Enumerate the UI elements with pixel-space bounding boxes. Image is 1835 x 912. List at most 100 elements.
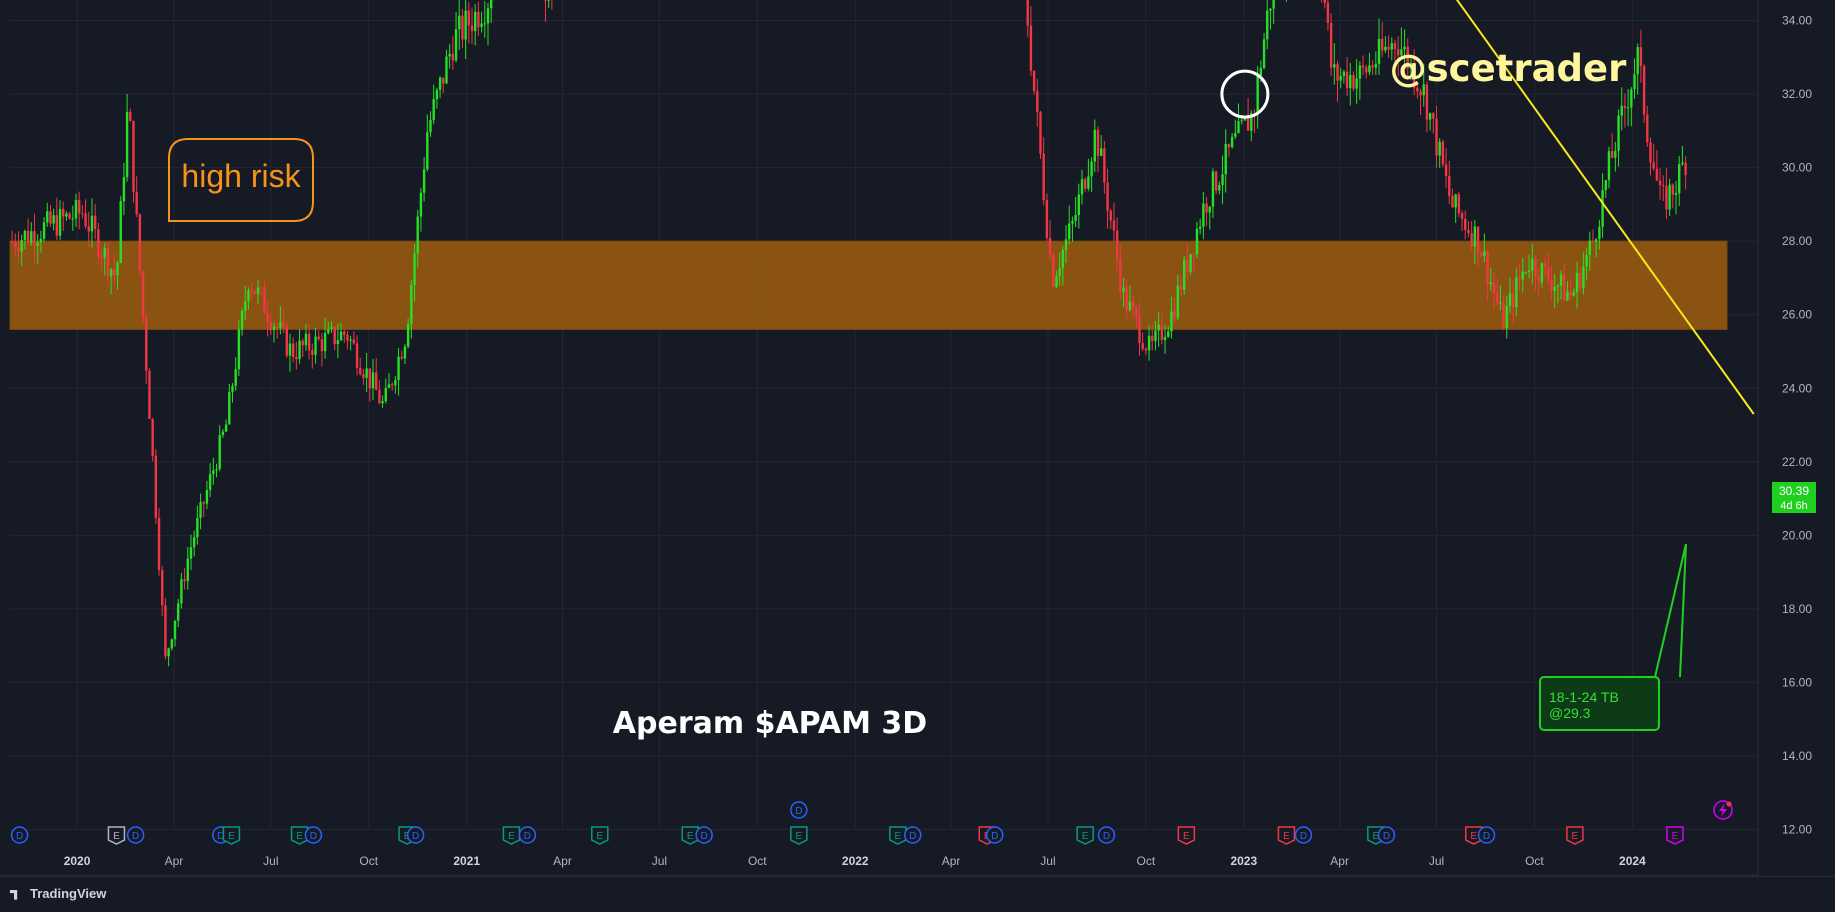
dividend-marker-2[interactable]: D bbox=[128, 827, 144, 843]
high-risk-label: high risk bbox=[181, 158, 301, 194]
dividend-marker-21[interactable]: D bbox=[1098, 827, 1114, 843]
svg-text:E: E bbox=[1082, 831, 1089, 842]
x-tick-label-4: 2021 bbox=[453, 854, 480, 868]
x-tick-label-5: Apr bbox=[553, 854, 572, 868]
bar-countdown: 4d 6h bbox=[1780, 500, 1808, 512]
dividend-marker-28[interactable]: D bbox=[1479, 827, 1495, 843]
dividend-marker-6[interactable]: D bbox=[305, 827, 321, 843]
candle-324 bbox=[1046, 194, 1048, 241]
x-tick-label-13: Apr bbox=[1330, 854, 1349, 868]
candle-48 bbox=[164, 598, 166, 659]
earnings-marker-15[interactable]: E bbox=[791, 827, 807, 844]
x-tick-label-11: Oct bbox=[1137, 854, 1156, 868]
candle-511 bbox=[1643, 64, 1645, 123]
earnings-marker-30[interactable]: E bbox=[1667, 827, 1683, 844]
y-tick-label-19: 18.00 bbox=[1782, 602, 1812, 616]
dividend-marker-24[interactable]: D bbox=[1295, 827, 1311, 843]
candle-44 bbox=[151, 418, 153, 462]
earnings-marker-23[interactable]: E bbox=[1278, 827, 1294, 844]
y-tick-label-18: 20.00 bbox=[1782, 528, 1812, 542]
svg-text:E: E bbox=[895, 831, 902, 842]
dividend-marker-19[interactable]: D bbox=[987, 827, 1003, 843]
svg-text:D: D bbox=[310, 831, 317, 842]
y-tick-label-21: 14.00 bbox=[1782, 749, 1812, 763]
x-tick-label-14: Jul bbox=[1429, 854, 1444, 868]
svg-text:E: E bbox=[1283, 831, 1290, 842]
x-tick-label-3: Oct bbox=[359, 854, 378, 868]
dividend-marker-17[interactable]: D bbox=[905, 827, 921, 843]
x-tick-label-6: Jul bbox=[652, 854, 667, 868]
earnings-marker-22[interactable]: E bbox=[1178, 827, 1194, 844]
svg-text:E: E bbox=[1672, 831, 1679, 842]
svg-text:D: D bbox=[795, 806, 802, 817]
chart-background bbox=[0, 0, 1835, 877]
svg-text:E: E bbox=[296, 831, 303, 842]
svg-text:D: D bbox=[1483, 831, 1490, 842]
dividend-marker-14[interactable]: D bbox=[791, 802, 807, 818]
footer-bar: TradingView bbox=[0, 876, 1835, 912]
candle-40 bbox=[139, 213, 141, 276]
candle-46 bbox=[158, 508, 160, 575]
chart-title: Aperam $APAM 3D bbox=[613, 706, 927, 741]
dividend-marker-26[interactable]: D bbox=[1378, 827, 1394, 843]
dividend-marker-0[interactable]: D bbox=[12, 827, 28, 843]
svg-text:E: E bbox=[596, 831, 603, 842]
dividend-marker-13[interactable]: D bbox=[696, 827, 712, 843]
x-tick-label-0: 2020 bbox=[64, 854, 91, 868]
dividend-marker-8[interactable]: D bbox=[408, 827, 424, 843]
earnings-marker-20[interactable]: E bbox=[1077, 827, 1093, 844]
svg-text:D: D bbox=[909, 831, 916, 842]
y-tick-label-22: 12.00 bbox=[1782, 823, 1812, 837]
tradingview-text: TradingView bbox=[30, 886, 106, 901]
earnings-marker-11[interactable]: E bbox=[592, 827, 608, 844]
earnings-marker-4[interactable]: E bbox=[223, 827, 239, 844]
y-tick-label-15: 26.00 bbox=[1782, 308, 1812, 322]
svg-text:E: E bbox=[1470, 831, 1477, 842]
svg-text:E: E bbox=[228, 831, 235, 842]
y-tick-label-11: 34.00 bbox=[1782, 14, 1812, 28]
x-tick-label-9: Apr bbox=[942, 854, 961, 868]
dividend-marker-10[interactable]: D bbox=[519, 827, 535, 843]
tradingview-icon bbox=[10, 890, 26, 900]
svg-text:E: E bbox=[687, 831, 694, 842]
candle-41 bbox=[142, 270, 144, 324]
svg-text:D: D bbox=[1300, 831, 1307, 842]
note-line-1: 18-1-24 TB bbox=[1549, 689, 1619, 705]
y-tick-label-20: 16.00 bbox=[1782, 675, 1812, 689]
x-tick-label-12: 2023 bbox=[1230, 854, 1257, 868]
x-tick-label-8: 2022 bbox=[842, 854, 869, 868]
price-chart[interactable]: high risk @scetrader Aperam $APAM 3D 18-… bbox=[0, 0, 1835, 877]
last-price: 30.39 bbox=[1779, 484, 1809, 498]
svg-text:D: D bbox=[412, 831, 419, 842]
note-line-2: @29.3 bbox=[1549, 705, 1591, 721]
last-price-label: 30.39 4d 6h bbox=[1772, 482, 1816, 513]
earnings-marker-16[interactable]: E bbox=[890, 827, 906, 844]
x-tick-label-7: Oct bbox=[748, 854, 767, 868]
svg-text:D: D bbox=[1383, 831, 1390, 842]
svg-text:D: D bbox=[16, 831, 23, 842]
y-tick-label-12: 32.00 bbox=[1782, 87, 1812, 101]
candle-448 bbox=[1442, 140, 1444, 167]
svg-text:E: E bbox=[795, 831, 802, 842]
candle-45 bbox=[155, 449, 157, 524]
tradingview-logo[interactable]: TradingView bbox=[10, 886, 106, 901]
y-tick-label-13: 30.00 bbox=[1782, 161, 1812, 175]
x-tick-label-15: Oct bbox=[1525, 854, 1544, 868]
svg-text:E: E bbox=[113, 831, 120, 842]
watermark: @scetrader bbox=[1390, 47, 1628, 90]
candle-320 bbox=[1033, 70, 1035, 94]
x-tick-label-10: Jul bbox=[1040, 854, 1055, 868]
svg-text:E: E bbox=[1183, 831, 1190, 842]
svg-text:D: D bbox=[991, 831, 998, 842]
candle-367 bbox=[1183, 256, 1185, 295]
y-tick-label-14: 28.00 bbox=[1782, 234, 1812, 248]
earnings-marker-29[interactable]: E bbox=[1567, 827, 1583, 844]
x-tick-label-16: 2024 bbox=[1619, 854, 1646, 868]
candle-86 bbox=[286, 323, 288, 358]
candle-322 bbox=[1039, 111, 1041, 159]
candle-326 bbox=[1052, 252, 1054, 289]
svg-text:D: D bbox=[524, 831, 531, 842]
earnings-marker-9[interactable]: E bbox=[503, 827, 519, 844]
svg-text:D: D bbox=[132, 831, 139, 842]
earnings-marker-1[interactable]: E bbox=[108, 827, 124, 844]
